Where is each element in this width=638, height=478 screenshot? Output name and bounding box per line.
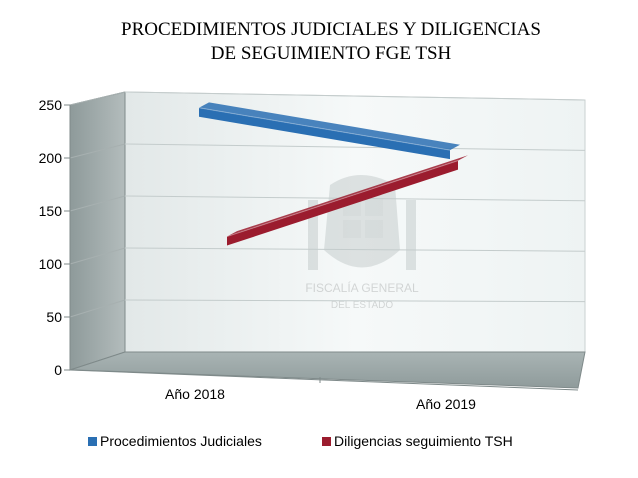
- legend-swatch: [88, 437, 97, 446]
- watermark-text-2: DEL ESTADO: [331, 300, 393, 311]
- chart-title: PROCEDIMIENTOS JUDICIALES Y DILIGENCIAS …: [121, 19, 541, 64]
- side-wall: [69, 91, 126, 371]
- series-2-line: [227, 160, 458, 246]
- y-axis: 0 50 100 150 200 250: [39, 97, 71, 378]
- y-tick-label: 0: [54, 362, 62, 378]
- x-axis: Año 2018 Año 2019: [165, 377, 476, 412]
- gridline-back: [124, 143, 586, 151]
- legend-item-2: Diligencias seguimiento TSH: [322, 433, 513, 449]
- legend-item-1: Procedimientos Judiciales: [88, 433, 262, 449]
- gridline-back: [124, 91, 586, 101]
- legend-swatch: [322, 437, 331, 446]
- series-1-top-face: [199, 102, 460, 151]
- series-layer: [198, 102, 468, 246]
- chart-title-line-2: DE SEGUIMIENTO FGE TSH: [211, 43, 452, 64]
- legend-label: Procedimientos Judiciales: [100, 433, 262, 449]
- gridline-back: [124, 247, 586, 252]
- series-2: [226, 155, 468, 246]
- floor-front-edge: [69, 369, 579, 391]
- series-1: [198, 102, 460, 160]
- y-tick-label: 100: [39, 256, 63, 272]
- legend-label: Diligencias seguimiento TSH: [334, 433, 513, 449]
- gridline-side: [69, 143, 126, 159]
- seal-quarter-3: [343, 220, 361, 238]
- gridlines: [69, 91, 586, 318]
- seal-quarter-4: [365, 220, 383, 238]
- x-tick-label: Año 2018: [165, 386, 225, 402]
- seal-pillar-left: [308, 200, 318, 270]
- floor: [69, 351, 586, 389]
- series-2-highlight: [226, 160, 459, 238]
- gridline-side: [69, 195, 126, 212]
- chart-title-line-1: PROCEDIMIENTOS JUDICIALES Y DILIGENCIAS: [121, 19, 541, 40]
- watermark-text-1: FISCALÍA GENERAL: [305, 280, 419, 295]
- gridline-side: [69, 299, 126, 318]
- series-1-line: [199, 107, 450, 160]
- y-tick-label: 150: [39, 203, 63, 219]
- series-2-top-face: [227, 155, 468, 237]
- x-tick-label: Año 2019: [416, 396, 476, 412]
- gridline-back: [124, 299, 586, 303]
- plot-walls: [69, 91, 586, 391]
- gridline-side: [69, 91, 126, 106]
- seal-quarter-2: [365, 198, 383, 216]
- y-tick-label: 200: [39, 150, 63, 166]
- y-tick-label: 50: [46, 309, 62, 325]
- seal-pillar-right: [406, 200, 416, 270]
- series-1-highlight: [198, 107, 451, 151]
- y-tick-label: 250: [39, 97, 63, 113]
- legend: Procedimientos Judiciales Diligencias seg…: [88, 433, 513, 449]
- gridline-side: [69, 247, 126, 265]
